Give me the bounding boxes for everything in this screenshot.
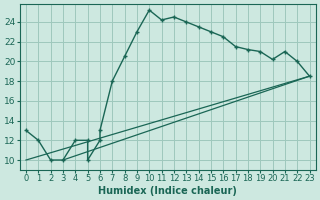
X-axis label: Humidex (Indice chaleur): Humidex (Indice chaleur): [98, 186, 237, 196]
